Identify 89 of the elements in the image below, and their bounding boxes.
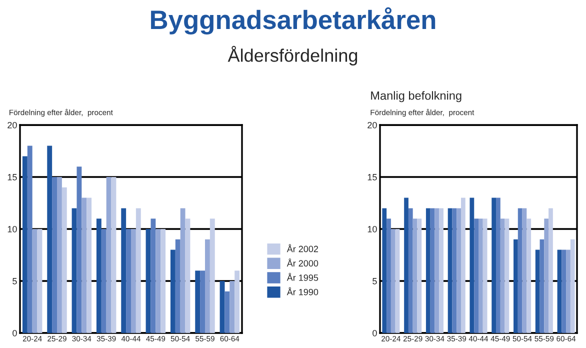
y-tick-label: 10	[8, 226, 17, 232]
y-tick-label: 15	[8, 174, 17, 180]
bar	[195, 270, 200, 333]
bar	[47, 146, 52, 333]
bar	[456, 208, 461, 333]
bar	[136, 208, 141, 333]
bar	[417, 218, 422, 333]
bar	[404, 198, 408, 333]
bar	[37, 229, 42, 333]
bar	[121, 208, 126, 333]
bar	[452, 208, 457, 333]
bar	[535, 250, 540, 333]
bar	[448, 208, 452, 333]
y-tick-label: 20	[368, 122, 377, 128]
bar	[32, 229, 38, 333]
bar	[470, 198, 474, 333]
bar	[395, 229, 400, 333]
y-tick-label: 10	[368, 226, 377, 232]
bar	[540, 239, 544, 333]
bar	[62, 187, 67, 333]
bar	[180, 208, 186, 333]
bar	[382, 208, 387, 333]
bar	[386, 218, 391, 333]
chart-title: Manlig befolkning	[371, 91, 462, 102]
bar	[478, 218, 483, 333]
bar	[570, 239, 575, 333]
bar	[504, 218, 510, 333]
bar	[101, 229, 106, 333]
bar	[434, 208, 440, 333]
bar	[160, 229, 166, 333]
bar	[72, 208, 77, 333]
bar	[224, 291, 230, 333]
bar	[544, 218, 549, 333]
bar	[562, 250, 566, 333]
bar	[526, 218, 532, 333]
bar	[492, 198, 496, 333]
bar	[111, 177, 116, 333]
bar	[220, 281, 225, 333]
bar	[460, 198, 466, 333]
legend-label: År 1995	[286, 272, 318, 281]
bar	[234, 270, 240, 333]
bar	[52, 177, 57, 333]
bar	[408, 208, 413, 333]
chart-title: Byggnadsarbetarkåren	[151, 7, 436, 35]
y-tick-label: 5	[12, 278, 17, 284]
bar	[156, 229, 161, 333]
bar	[146, 229, 151, 333]
y-tick-label: 20	[8, 122, 17, 128]
bar	[175, 239, 180, 333]
bar	[482, 218, 488, 333]
bar	[82, 198, 87, 333]
bar	[205, 239, 210, 333]
bar	[200, 270, 205, 333]
bar	[106, 177, 112, 333]
bar	[22, 156, 28, 333]
bar	[566, 250, 570, 333]
y-tick-label: 0	[372, 330, 377, 336]
bar	[426, 208, 430, 333]
legend-label: År 2002	[286, 244, 318, 252]
bar	[170, 250, 176, 333]
bar	[474, 218, 478, 333]
y-tick-label: 0	[12, 330, 17, 336]
bar	[557, 250, 562, 333]
bar	[412, 218, 418, 333]
bar	[518, 208, 522, 333]
y-tick-label: 5	[372, 278, 377, 284]
bar	[27, 146, 32, 333]
bar	[150, 218, 156, 333]
bar	[439, 208, 444, 333]
bar	[496, 198, 500, 333]
bar	[185, 218, 190, 333]
bar	[390, 229, 396, 333]
legend-label: År 1990	[286, 287, 318, 296]
bar	[126, 229, 131, 333]
bar	[548, 208, 553, 333]
text: Åldersfördelning	[228, 46, 358, 66]
bar	[522, 208, 527, 333]
bar	[131, 229, 136, 333]
bar	[57, 177, 62, 333]
bar	[430, 208, 435, 333]
legend-label: År 2000	[286, 258, 318, 267]
bar	[96, 218, 102, 333]
bar	[230, 281, 235, 333]
bar	[210, 218, 215, 333]
bar	[500, 218, 505, 333]
bar	[86, 198, 92, 333]
bar	[76, 166, 82, 333]
y-tick-label: 15	[368, 174, 377, 180]
bar	[514, 239, 518, 333]
